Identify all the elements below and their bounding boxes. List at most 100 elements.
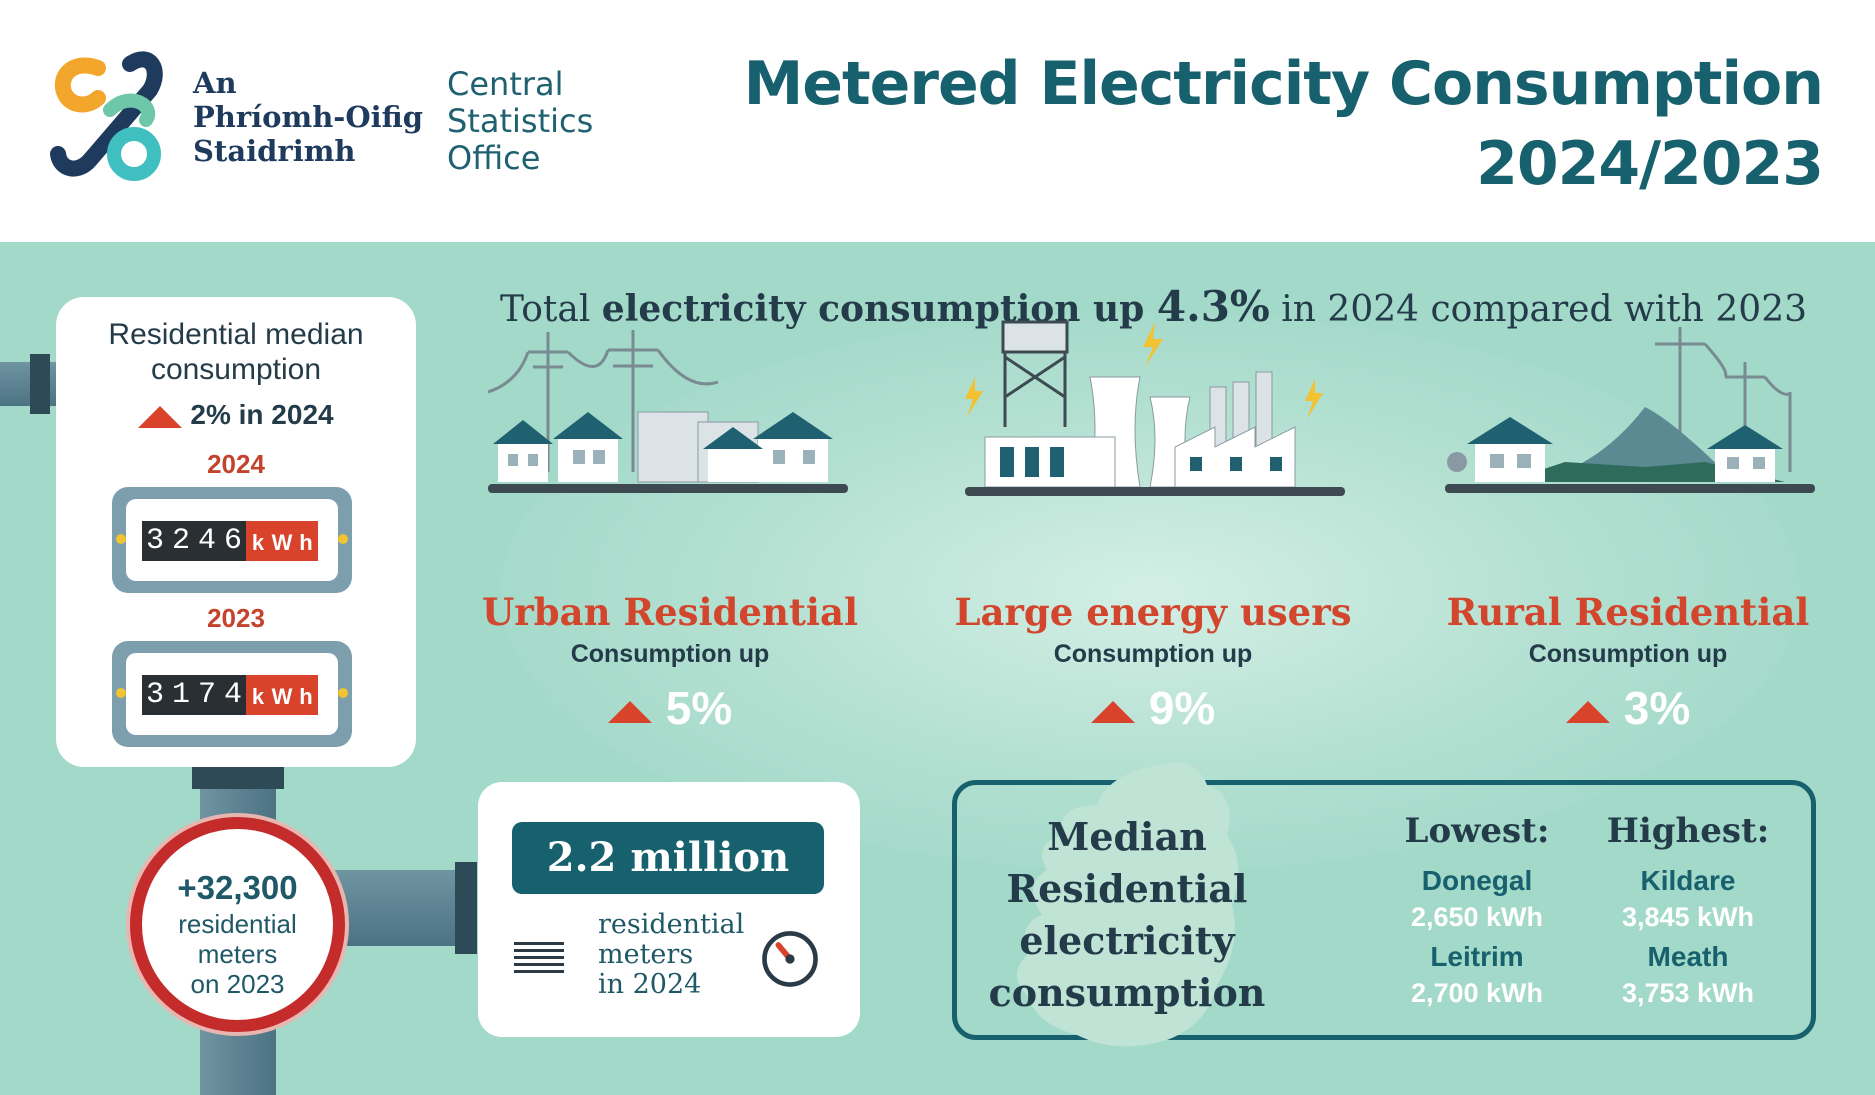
- total-meters-value: 2.2 million: [512, 822, 824, 894]
- highest-column: Highest: Kildare 3,845 kWh Meath 3,753 k…: [1588, 811, 1788, 1015]
- median-title-line4: consumption: [988, 970, 1266, 1015]
- page-title-line1: Metered Electricity Consumption: [743, 49, 1824, 119]
- meter-2024: 3 2 4 6 k W h: [112, 487, 352, 593]
- category-name: Rural Residential: [1446, 590, 1810, 634]
- meter-2024-digit: 6: [220, 521, 246, 561]
- logo-english-line1: Central: [447, 65, 564, 103]
- category-large-energy-users: Large energy users Consumption up 9%: [943, 590, 1363, 735]
- up-arrow-icon: [138, 405, 183, 428]
- median-title-line3: electricity: [1019, 918, 1235, 963]
- rural-houses-illustration: [1445, 327, 1815, 493]
- year-2024-label: 2024: [207, 449, 265, 479]
- total-meters-card: 2.2 million residential meters in 2024: [478, 782, 860, 1037]
- category-subtitle: Consumption up: [570, 640, 770, 668]
- new-meters-line1: residential: [178, 909, 297, 939]
- category-urban-residential: Urban Residential Consumption up 5%: [460, 590, 880, 735]
- cso-logo-icon: [50, 51, 163, 181]
- page-title: Metered Electricity Consumption 2024/202…: [743, 44, 1824, 204]
- meter-2023-digit: 7: [194, 675, 220, 715]
- total-meters-line1: residential: [598, 909, 745, 940]
- county-value: 3,845 kWh: [1621, 902, 1755, 932]
- county-name: Meath: [1647, 941, 1729, 972]
- power-plant-illustration: [965, 320, 1345, 496]
- up-arrow-icon: [1090, 700, 1135, 723]
- category-name: Urban Residential: [481, 590, 859, 634]
- gauge-icon: [762, 931, 818, 987]
- residential-median-title-line2: consumption: [150, 353, 322, 386]
- category-percent: 5%: [460, 681, 880, 735]
- total-meters-line3: in 2024: [598, 969, 702, 1000]
- residential-median-change-text: 2% in 2024: [190, 399, 334, 430]
- meter-unit-letter: k: [246, 675, 270, 715]
- county-name: Leitrim: [1430, 941, 1524, 972]
- meter-2024-digit: 2: [168, 521, 194, 561]
- pipe-flange-right: [455, 862, 477, 954]
- residential-median-card: Residential median consumption 2% in 202…: [56, 297, 416, 767]
- meter-unit-letter: h: [294, 521, 318, 561]
- meter-unit-letter: h: [294, 675, 318, 715]
- median-title: Median Residential electricity consumpti…: [977, 811, 1277, 1019]
- category-percent: 9%: [943, 681, 1363, 735]
- meter-2024-face: 3 2 4 6 k W h: [126, 499, 338, 581]
- lowest-label: Lowest:: [1404, 811, 1550, 851]
- pipe-flange-left: [30, 354, 50, 414]
- total-meters-text: residential meters in 2024: [598, 910, 768, 1000]
- median-title-line2: Residential: [1006, 866, 1248, 911]
- meter-unit-letter: W: [270, 675, 294, 715]
- meter-2023-face: 3 1 7 4 k W h: [126, 653, 338, 735]
- logo-irish-line1: An: [193, 66, 237, 100]
- vent-lines-icon: [514, 942, 564, 974]
- new-meters-badge: +32,300 residential meters on 2023: [130, 817, 345, 1032]
- logo-english-line3: Office: [447, 139, 541, 177]
- highest-label: Highest:: [1606, 811, 1770, 851]
- page-title-line2: 2024/2023: [1476, 129, 1824, 199]
- residential-median-change: 2% in 2024: [56, 399, 416, 431]
- logo-english-name: Central Statistics Office: [447, 66, 593, 177]
- meter-unit-letter: W: [270, 521, 294, 561]
- logo-irish-name: An Phríomh-Oifig Staidrimh: [193, 66, 423, 168]
- logo-irish-line3: Staidrimh: [193, 134, 356, 168]
- meter-2024-digit: 4: [194, 521, 220, 561]
- meter-dot-right: [338, 534, 348, 544]
- main-panel: Residential median consumption 2% in 202…: [0, 242, 1875, 1095]
- meter-2024-digits: 3 2 4 6 k W h: [142, 521, 318, 561]
- meter-unit-letter: k: [246, 521, 270, 561]
- county-name: Donegal: [1421, 865, 1533, 896]
- meter-2023-digits: 3 1 7 4 k W h: [142, 675, 318, 715]
- ireland-map-icon: [1017, 762, 1239, 1047]
- logo-english-line2: Statistics: [447, 102, 594, 140]
- new-meters-line2: meters: [197, 939, 278, 969]
- category-percent: 3%: [1418, 681, 1838, 735]
- county-value: 2,650 kWh: [1410, 902, 1544, 932]
- county-name: Kildare: [1640, 865, 1736, 896]
- category-subtitle: Consumption up: [1053, 640, 1253, 668]
- category-rural-residential: Rural Residential Consumption up 3%: [1418, 590, 1838, 735]
- meter-2023-digit: 4: [220, 675, 246, 715]
- category-percent-value: 3%: [1623, 682, 1691, 734]
- meter-2023-digit: 1: [168, 675, 194, 715]
- county-value: 2,700 kWh: [1410, 978, 1544, 1008]
- lowest-column: Lowest: Donegal 2,650 kWh Leitrim 2,700 …: [1377, 811, 1577, 1015]
- new-meters-value: +32,300: [177, 869, 298, 906]
- meter-dot-left: [116, 688, 126, 698]
- up-arrow-icon: [607, 700, 652, 723]
- meter-2023: 3 1 7 4 k W h: [112, 641, 352, 747]
- headline-prefix: Total: [500, 289, 602, 330]
- county-value: 3,753 kWh: [1621, 978, 1755, 1008]
- residential-median-title: Residential median consumption: [56, 317, 416, 387]
- category-percent-value: 9%: [1148, 682, 1216, 734]
- headline-value: 4.3%: [1156, 282, 1270, 331]
- new-meters-text: residential meters on 2023: [142, 909, 333, 999]
- meter-dot-right: [338, 688, 348, 698]
- residential-median-title-line1: Residential median: [108, 318, 364, 351]
- pipe-flange-top: [192, 767, 284, 789]
- urban-houses-illustration: [488, 330, 848, 493]
- new-meters-line3: on 2023: [190, 969, 285, 999]
- category-subtitle: Consumption up: [1528, 640, 1728, 668]
- median-title-line1: Median: [1047, 814, 1207, 859]
- median-county-box: Median Residential electricity consumpti…: [952, 762, 1816, 1047]
- headline-suffix: in 2024 compared with 2023: [1269, 289, 1808, 330]
- meter-2023-digit: 3: [142, 675, 168, 715]
- meter-2024-digit: 3: [142, 521, 168, 561]
- category-percent-value: 5%: [665, 682, 733, 734]
